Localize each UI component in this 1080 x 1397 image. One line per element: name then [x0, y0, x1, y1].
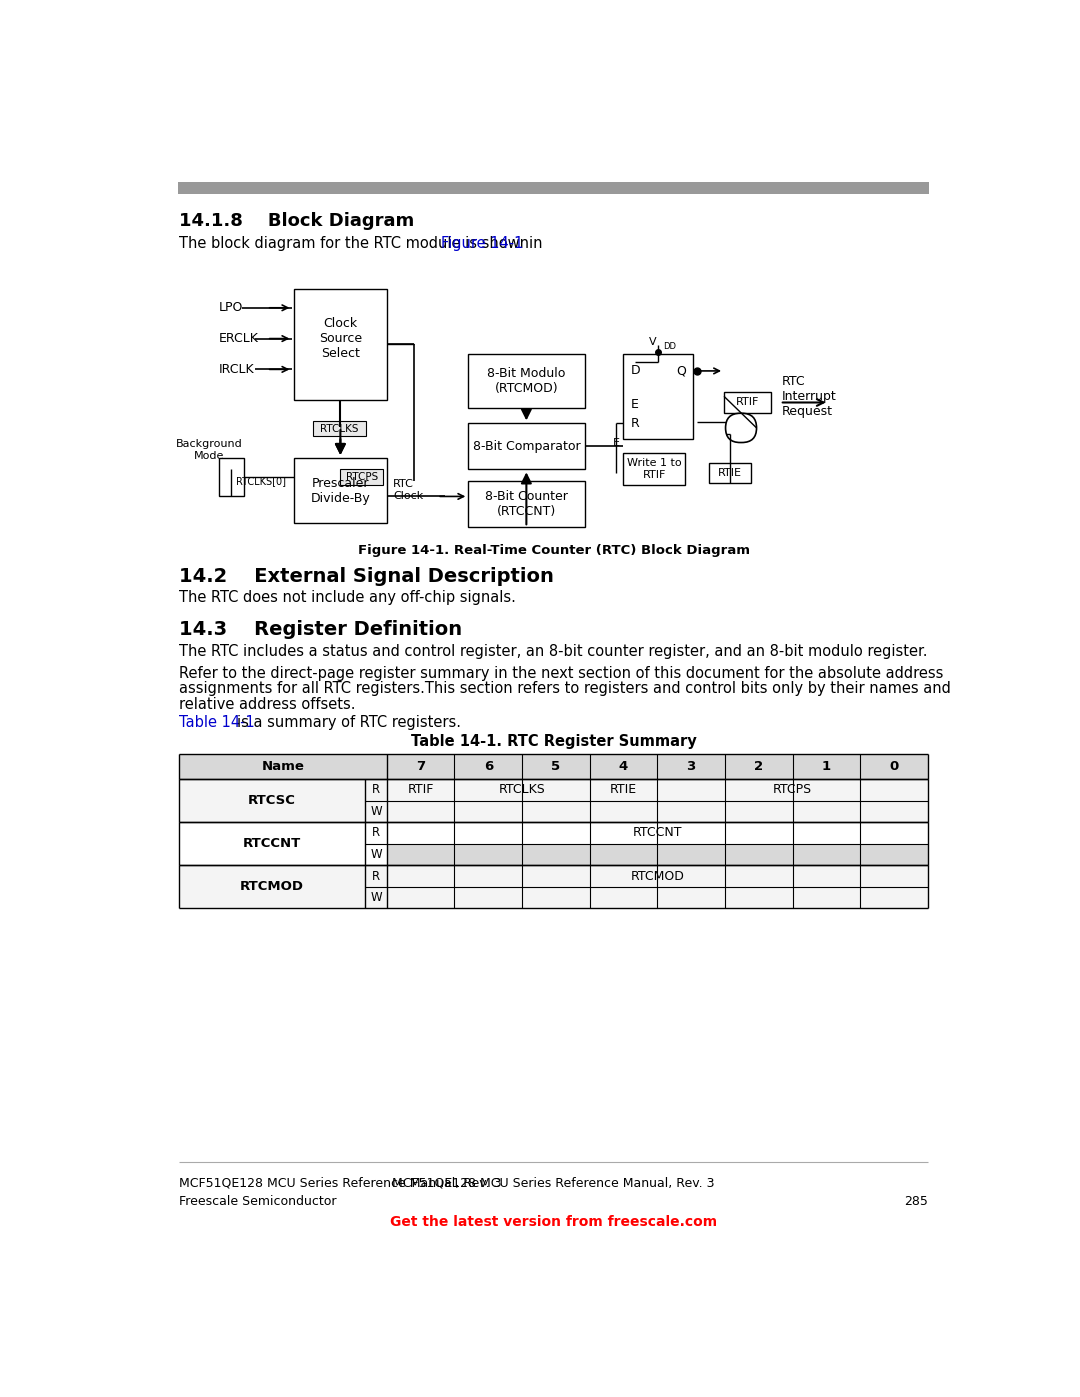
- Text: RTCSC: RTCSC: [248, 793, 296, 807]
- Text: 14.2    External Signal Description: 14.2 External Signal Description: [179, 567, 554, 587]
- Text: W: W: [370, 805, 382, 817]
- Text: W: W: [370, 891, 382, 904]
- Text: W: W: [370, 848, 382, 861]
- Text: R: R: [372, 827, 380, 840]
- Text: RTIE: RTIE: [718, 468, 742, 478]
- Text: MCF51QE128 MCU Series Reference Manual, Rev. 3: MCF51QE128 MCU Series Reference Manual, …: [392, 1176, 715, 1189]
- Text: RTCLKS: RTCLKS: [499, 784, 545, 796]
- Text: 14.3    Register Definition: 14.3 Register Definition: [179, 620, 462, 638]
- Text: Table 14-1. RTC Register Summary: Table 14-1. RTC Register Summary: [410, 735, 697, 749]
- Text: RTC
Clock: RTC Clock: [393, 479, 423, 502]
- Text: R: R: [372, 784, 380, 796]
- Bar: [218, 458, 243, 496]
- Text: RTIF: RTIF: [735, 398, 759, 408]
- Text: Write 1 to
RTIF: Write 1 to RTIF: [626, 458, 681, 479]
- Bar: [177, 182, 930, 194]
- FancyBboxPatch shape: [726, 414, 757, 443]
- Bar: [708, 462, 751, 482]
- Text: ERCLK: ERCLK: [218, 332, 258, 345]
- Text: Refer to the direct-page register summary in the next section of this document f: Refer to the direct-page register summar…: [179, 666, 944, 680]
- Bar: [387, 844, 928, 865]
- Text: V: V: [649, 338, 657, 348]
- Text: The RTC includes a status and control register, an 8-bit counter register, and a: The RTC includes a status and control re…: [179, 644, 928, 658]
- Text: RTCLKS[0]: RTCLKS[0]: [237, 476, 286, 486]
- Text: Clock
Source
Select: Clock Source Select: [319, 317, 362, 359]
- Text: RTCPS: RTCPS: [773, 784, 812, 796]
- Text: The block diagram for the RTC module is shown​in: The block diagram for the RTC module is …: [179, 236, 548, 251]
- Text: RTCMOD: RTCMOD: [240, 880, 305, 893]
- Bar: [623, 453, 685, 485]
- Text: 0: 0: [890, 760, 899, 773]
- Bar: [469, 353, 584, 408]
- Text: relative address offsets.: relative address offsets.: [179, 697, 355, 711]
- Text: RTCCNT: RTCCNT: [243, 837, 301, 851]
- Text: 8-Bit Counter
(RTCCNT): 8-Bit Counter (RTCCNT): [485, 490, 568, 518]
- Text: Freescale Semiconductor: Freescale Semiconductor: [179, 1194, 337, 1208]
- Bar: [179, 780, 928, 823]
- Bar: [469, 481, 584, 527]
- Text: Figure 14-1. Real-Time Counter (RTC) Block Diagram: Figure 14-1. Real-Time Counter (RTC) Blo…: [357, 545, 750, 557]
- Text: 14.1.8    Block Diagram: 14.1.8 Block Diagram: [179, 211, 415, 229]
- Text: 3: 3: [687, 760, 696, 773]
- Text: RTCCNT: RTCCNT: [633, 827, 683, 840]
- Text: assignments for all RTC registers.This section refers to registers and control b: assignments for all RTC registers.This s…: [179, 682, 951, 696]
- Text: Prescaler
Divide-By: Prescaler Divide-By: [311, 476, 370, 504]
- Text: RTCPS: RTCPS: [346, 472, 378, 482]
- Text: Name: Name: [261, 760, 305, 773]
- Text: D: D: [631, 365, 640, 377]
- Bar: [179, 865, 928, 908]
- Text: The RTC does not include any off-chip signals.: The RTC does not include any off-chip si…: [179, 591, 516, 605]
- Text: RTCLKS: RTCLKS: [321, 423, 359, 433]
- Text: E: E: [612, 437, 619, 447]
- Text: RTCMOD: RTCMOD: [631, 869, 685, 883]
- Text: R: R: [372, 869, 380, 883]
- Text: Get the latest version from freescale.com: Get the latest version from freescale.co…: [390, 1215, 717, 1229]
- Text: Table 14-1: Table 14-1: [179, 715, 255, 731]
- Bar: [294, 289, 387, 400]
- Text: 4: 4: [619, 760, 629, 773]
- Text: DD: DD: [663, 342, 676, 351]
- Text: 7: 7: [416, 760, 426, 773]
- Text: MCF51QE128 MCU Series Reference Manual, Rev. 3: MCF51QE128 MCU Series Reference Manual, …: [179, 1176, 502, 1189]
- Bar: [623, 353, 693, 439]
- Text: Q: Q: [676, 365, 686, 377]
- Bar: [294, 458, 387, 524]
- Text: 6: 6: [484, 760, 492, 773]
- Text: R: R: [631, 416, 639, 430]
- Text: RTIE: RTIE: [610, 784, 637, 796]
- Text: 1: 1: [822, 760, 831, 773]
- Text: 8-Bit Comparator: 8-Bit Comparator: [473, 440, 580, 453]
- Text: is a summary of RTC registers.: is a summary of RTC registers.: [238, 715, 461, 731]
- Bar: [340, 469, 383, 485]
- Text: LPO: LPO: [218, 302, 243, 314]
- Bar: [313, 420, 366, 436]
- Text: 5: 5: [552, 760, 561, 773]
- Text: 2: 2: [754, 760, 764, 773]
- Text: 285: 285: [904, 1194, 928, 1208]
- Text: RTIF: RTIF: [407, 784, 434, 796]
- Text: 8-Bit Modulo
(RTCMOD): 8-Bit Modulo (RTCMOD): [487, 367, 566, 395]
- Bar: [724, 391, 770, 414]
- Text: Background
Mode: Background Mode: [176, 440, 243, 461]
- Bar: [469, 423, 584, 469]
- Bar: [179, 823, 928, 865]
- Bar: [179, 754, 928, 780]
- Text: IRCLK: IRCLK: [218, 363, 254, 376]
- Text: E: E: [631, 398, 639, 411]
- Text: RTC
Interrupt
Request: RTC Interrupt Request: [782, 374, 837, 418]
- Text: Figure 14-1: Figure 14-1: [441, 236, 524, 251]
